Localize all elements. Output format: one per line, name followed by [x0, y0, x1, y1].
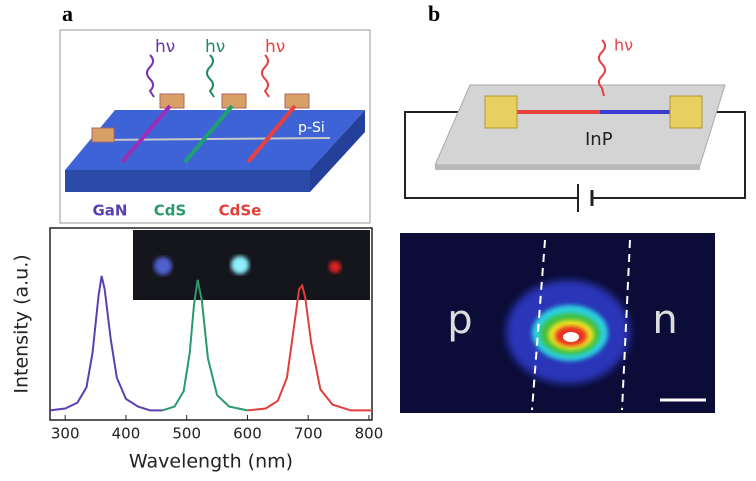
photon-label: hν — [155, 37, 175, 57]
x-tick-label: 800 — [355, 425, 384, 443]
emission-spot — [154, 257, 172, 275]
x-tick-label: 300 — [51, 425, 80, 443]
y-axis-label: Intensity (a.u.) — [11, 254, 33, 393]
spectrum-line — [247, 283, 372, 412]
x-tick-label: 500 — [172, 425, 201, 443]
photon-label: hν — [265, 37, 285, 57]
emission-image: p n — [400, 233, 715, 413]
emission-spot — [329, 261, 341, 273]
photon-label: hν — [205, 37, 225, 57]
panel-label: a — [62, 1, 73, 26]
wire-label: InP — [585, 129, 613, 150]
x-axis-label: Wavelength (nm) — [129, 451, 293, 473]
region-label: n — [652, 297, 677, 343]
spectrum-line — [162, 279, 248, 412]
region-label: p — [447, 297, 472, 343]
x-tick-label: 700 — [294, 425, 323, 443]
substrate-label: p-Si — [298, 120, 325, 136]
device-diagram-b: hν InP — [404, 36, 746, 212]
x-tick-label: 600 — [233, 425, 262, 443]
photon-label: hν — [614, 36, 633, 55]
emission-spot — [231, 256, 249, 274]
x-tick-label: 400 — [112, 425, 141, 443]
material-label: CdS — [154, 202, 187, 220]
spectrum-line — [49, 275, 163, 412]
panel-label: b — [428, 1, 440, 26]
material-label: GaN — [93, 202, 128, 220]
material-label: CdSe — [219, 202, 262, 220]
device-diagram-a: hν hν hν p-Si — [59, 29, 371, 224]
